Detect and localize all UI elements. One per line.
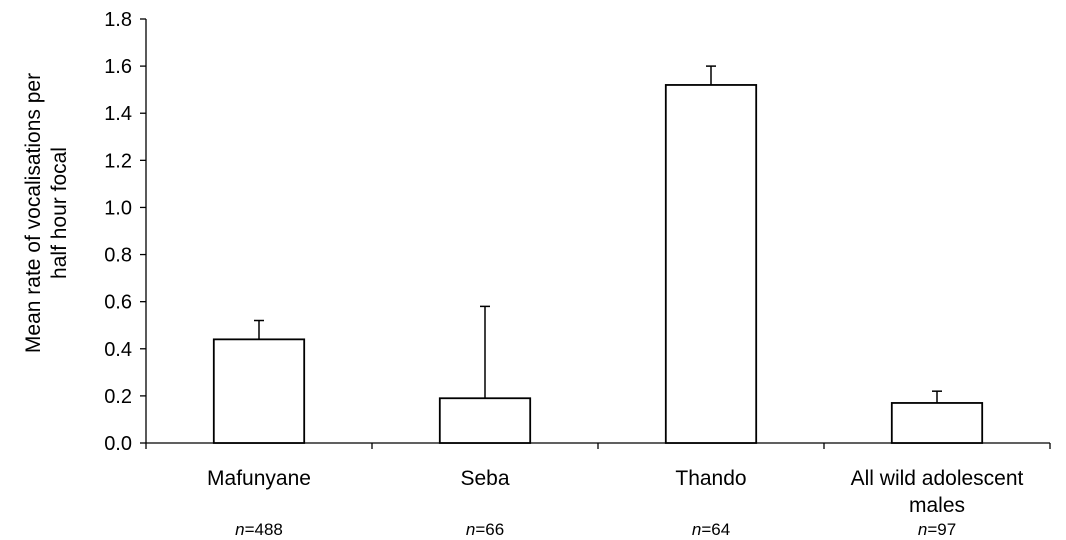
sample-size-symbol: n [918,520,927,539]
y-tick-label: 1.8 [104,9,132,31]
y-axis-title-line-2: half hour focal [48,147,71,279]
y-tick-label: 0.0 [104,433,132,455]
sample-size-symbol: n [692,520,701,539]
x-category-label: males [909,494,965,517]
bar [212,338,306,444]
x-category-label: Thando [675,467,746,490]
bar [438,397,532,444]
sample-size-label: n=97 [918,520,956,539]
plot-area: 0.0 0.2 0.4 0.6 0.8 1.0 1.2 1.4 1.6 1.8 Mafunyane n… [104,9,1051,539]
y-tick-label: 1.6 [104,56,132,78]
sample-size-label: n=64 [692,520,730,539]
sample-size-symbol: n [235,520,244,539]
sample-size-value: =66 [475,520,504,539]
sample-size-value: =97 [927,520,956,539]
y-tick-label: 0.2 [104,386,132,408]
sample-size-label: n=488 [235,520,283,539]
x-category-label: Mafunyane [207,467,311,490]
y-tick-label: 1.4 [104,103,132,125]
bar [664,84,758,444]
x-category-label: All wild adolescent [851,467,1024,490]
y-tick-label: 0.6 [104,292,132,314]
x-category-label: Seba [460,467,509,490]
y-axis-title: Mean rate of vocalisations per half hour… [22,73,71,353]
y-axis-title-line-1: Mean rate of vocalisations per [22,73,45,353]
sample-size-symbol: n [466,520,475,539]
sample-size-label: n=66 [466,520,504,539]
bar [890,402,984,444]
y-tick-label: 0.8 [104,245,132,267]
y-tick-label: 1.0 [104,197,132,219]
sample-size-value: =64 [701,520,730,539]
y-tick-label: 1.2 [104,150,132,172]
sample-size-value: =488 [245,520,283,539]
y-tick-label: 0.4 [104,339,132,361]
